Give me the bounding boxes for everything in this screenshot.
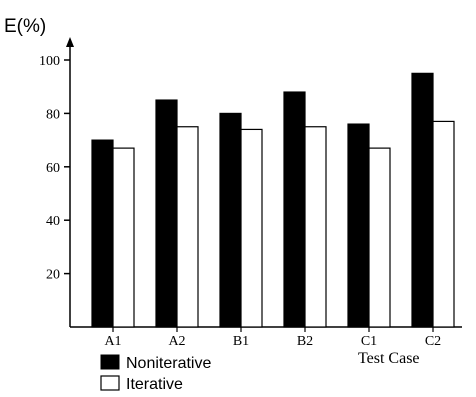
bar-noniterative-a1: [91, 139, 114, 328]
axes: [66, 37, 462, 328]
category-labels: A1 A2 B1 B2 C1 C2: [104, 327, 441, 349]
bar-noniterative-c2: [411, 72, 434, 328]
y-tick-label: 80: [46, 107, 60, 122]
bar-noniterative-a2: [155, 99, 178, 328]
category-label-c2: C2: [425, 334, 441, 349]
legend-swatch-noniterative: [100, 354, 120, 370]
legend-label-noniterative: Noniterative: [126, 355, 211, 372]
legend-swatch-iterative: [100, 375, 120, 391]
bars: [91, 72, 455, 328]
y-ticks: 20 40 60 80 100: [39, 54, 70, 283]
y-tick-label: 60: [46, 161, 60, 176]
category-label-b1: B1: [233, 334, 249, 349]
x-axis-label: Test Case: [358, 350, 420, 367]
bar-iterative-c2: [432, 120, 455, 328]
legend: Noniterative Iterative: [100, 354, 211, 393]
bar-iterative-a1: [112, 147, 135, 328]
category-label-b2: B2: [297, 334, 313, 349]
y-axis-label: E(%): [4, 16, 46, 37]
category-label-c1: C1: [361, 334, 377, 349]
y-tick-label: 40: [46, 214, 60, 229]
y-tick-label: 20: [46, 268, 60, 283]
legend-label-iterative: Iterative: [126, 376, 183, 393]
y-tick-label: 100: [39, 54, 60, 69]
y-axis-arrow: [66, 37, 74, 47]
bar-iterative-b1: [240, 128, 263, 328]
bar-noniterative-b2: [283, 91, 306, 328]
category-label-a2: A2: [168, 334, 185, 349]
bar-noniterative-b1: [219, 112, 242, 328]
bar-iterative-a2: [176, 126, 199, 328]
bar-noniterative-c1: [347, 123, 370, 328]
bar-iterative-c1: [368, 147, 391, 328]
bar-iterative-b2: [304, 126, 327, 328]
category-label-a1: A1: [104, 334, 121, 349]
